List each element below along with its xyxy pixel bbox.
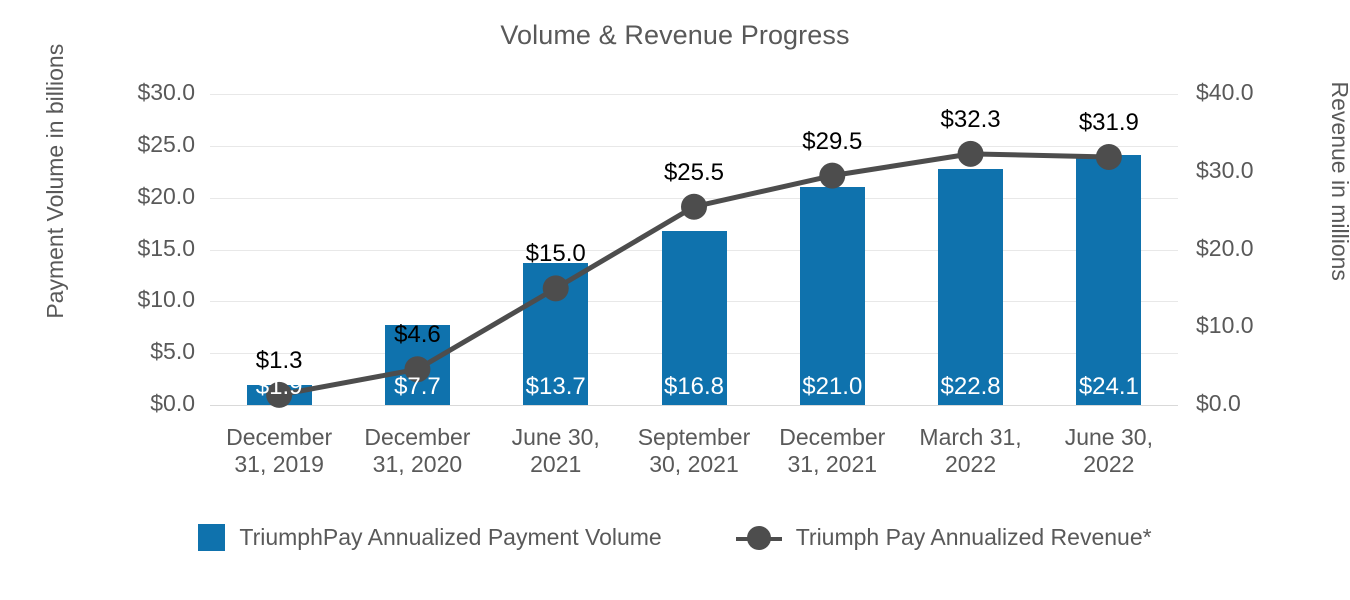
bar[interactable] — [1076, 155, 1142, 405]
y-axis-right-tick-label: $40.0 — [1196, 79, 1254, 105]
x-axis-category-label: December 31, 2020 — [364, 424, 471, 478]
x-axis-category-label: December 31, 2019 — [226, 424, 333, 478]
line-marker[interactable] — [404, 356, 431, 383]
y-axis-left-tick-label: $5.0 — [150, 338, 195, 365]
y-axis-left-tick-label: $20.0 — [137, 182, 195, 209]
y-axis-left-title: Payment Volume in billions — [41, 43, 68, 319]
line-marker[interactable] — [957, 140, 984, 167]
y-axis-right-tick-label: $20.0 — [1196, 234, 1254, 261]
y-axis-right-tick-label: $10.0 — [1196, 312, 1254, 339]
legend-swatch-icon — [198, 524, 226, 551]
y-axis-left-tick-label: $10.0 — [137, 286, 195, 313]
chart-legend: TriumphPay Annualized Payment Volume Triu… — [0, 524, 1350, 551]
legend-line-marker-icon — [735, 525, 782, 550]
gridline — [210, 94, 1178, 95]
x-axis-category-label: December 31, 2021 — [779, 424, 886, 478]
chart-title: Volume & Revenue Progress — [500, 20, 850, 50]
legend-item[interactable]: TriumphPay Annualized Payment Volume — [198, 524, 662, 551]
line-value-label: $31.9 — [1078, 108, 1139, 136]
bar-value-label: $24.1 — [1078, 373, 1139, 400]
y-axis-left-tick-label: $30.0 — [137, 79, 195, 105]
bar[interactable] — [661, 230, 727, 405]
gridline — [210, 145, 1178, 147]
line-marker[interactable] — [819, 162, 846, 189]
x-axis-category-label: June 30, 2021 — [511, 424, 600, 478]
bar-value-label: $22.8 — [940, 373, 1001, 400]
y-axis-left-tick-label: $25.0 — [137, 130, 195, 157]
line-value-label: $25.5 — [663, 158, 725, 186]
line-value-label: $4.6 — [394, 321, 441, 349]
y-axis-left-tick-label: $15.0 — [137, 234, 195, 261]
bar[interactable] — [938, 168, 1004, 405]
line-marker[interactable] — [1095, 143, 1122, 170]
y-axis-left-tick-label: $0.0 — [150, 390, 195, 416]
line-marker[interactable] — [681, 193, 707, 220]
bar-value-label: $1.9 — [255, 373, 303, 400]
line-marker[interactable] — [266, 381, 293, 408]
y-axis-right-tick-label: $0.0 — [1196, 390, 1241, 416]
x-axis-category-label: September 30, 2021 — [637, 424, 751, 478]
y-axis-right-tick-label: $30.0 — [1196, 156, 1254, 183]
x-axis-category-label: March 31, 2022 — [919, 424, 1022, 478]
line-value-label: $29.5 — [802, 127, 863, 155]
line-marker[interactable] — [542, 275, 569, 302]
legend-item[interactable]: Triumph Pay Annualized Revenue* — [735, 524, 1152, 551]
bar-value-label: $7.7 — [394, 373, 441, 400]
plot-area: $1.9 $7.7 $13.7 $16.8 $21.0 $22.8 $24.1 $1.3 $4… — [210, 94, 1178, 408]
line-value-label: $15.0 — [525, 240, 586, 268]
bar-value-label: $13.7 — [525, 373, 586, 400]
legend-label: Triumph Pay Annualized Revenue* — [795, 524, 1152, 550]
bar-value-label: $21.0 — [802, 373, 863, 400]
bar-value-label: $16.8 — [663, 373, 725, 400]
line-series — [266, 140, 1122, 408]
y-axis-right-title: Revenue in millions — [1327, 81, 1350, 281]
legend-label: TriumphPay Annualized Payment Volume — [239, 524, 662, 550]
line-value-label: $32.3 — [940, 105, 1001, 133]
gridline — [210, 405, 1178, 406]
line-value-label: $1.3 — [255, 346, 303, 374]
bar[interactable] — [799, 187, 865, 405]
x-axis-category-label: June 30, 2022 — [1064, 424, 1153, 478]
